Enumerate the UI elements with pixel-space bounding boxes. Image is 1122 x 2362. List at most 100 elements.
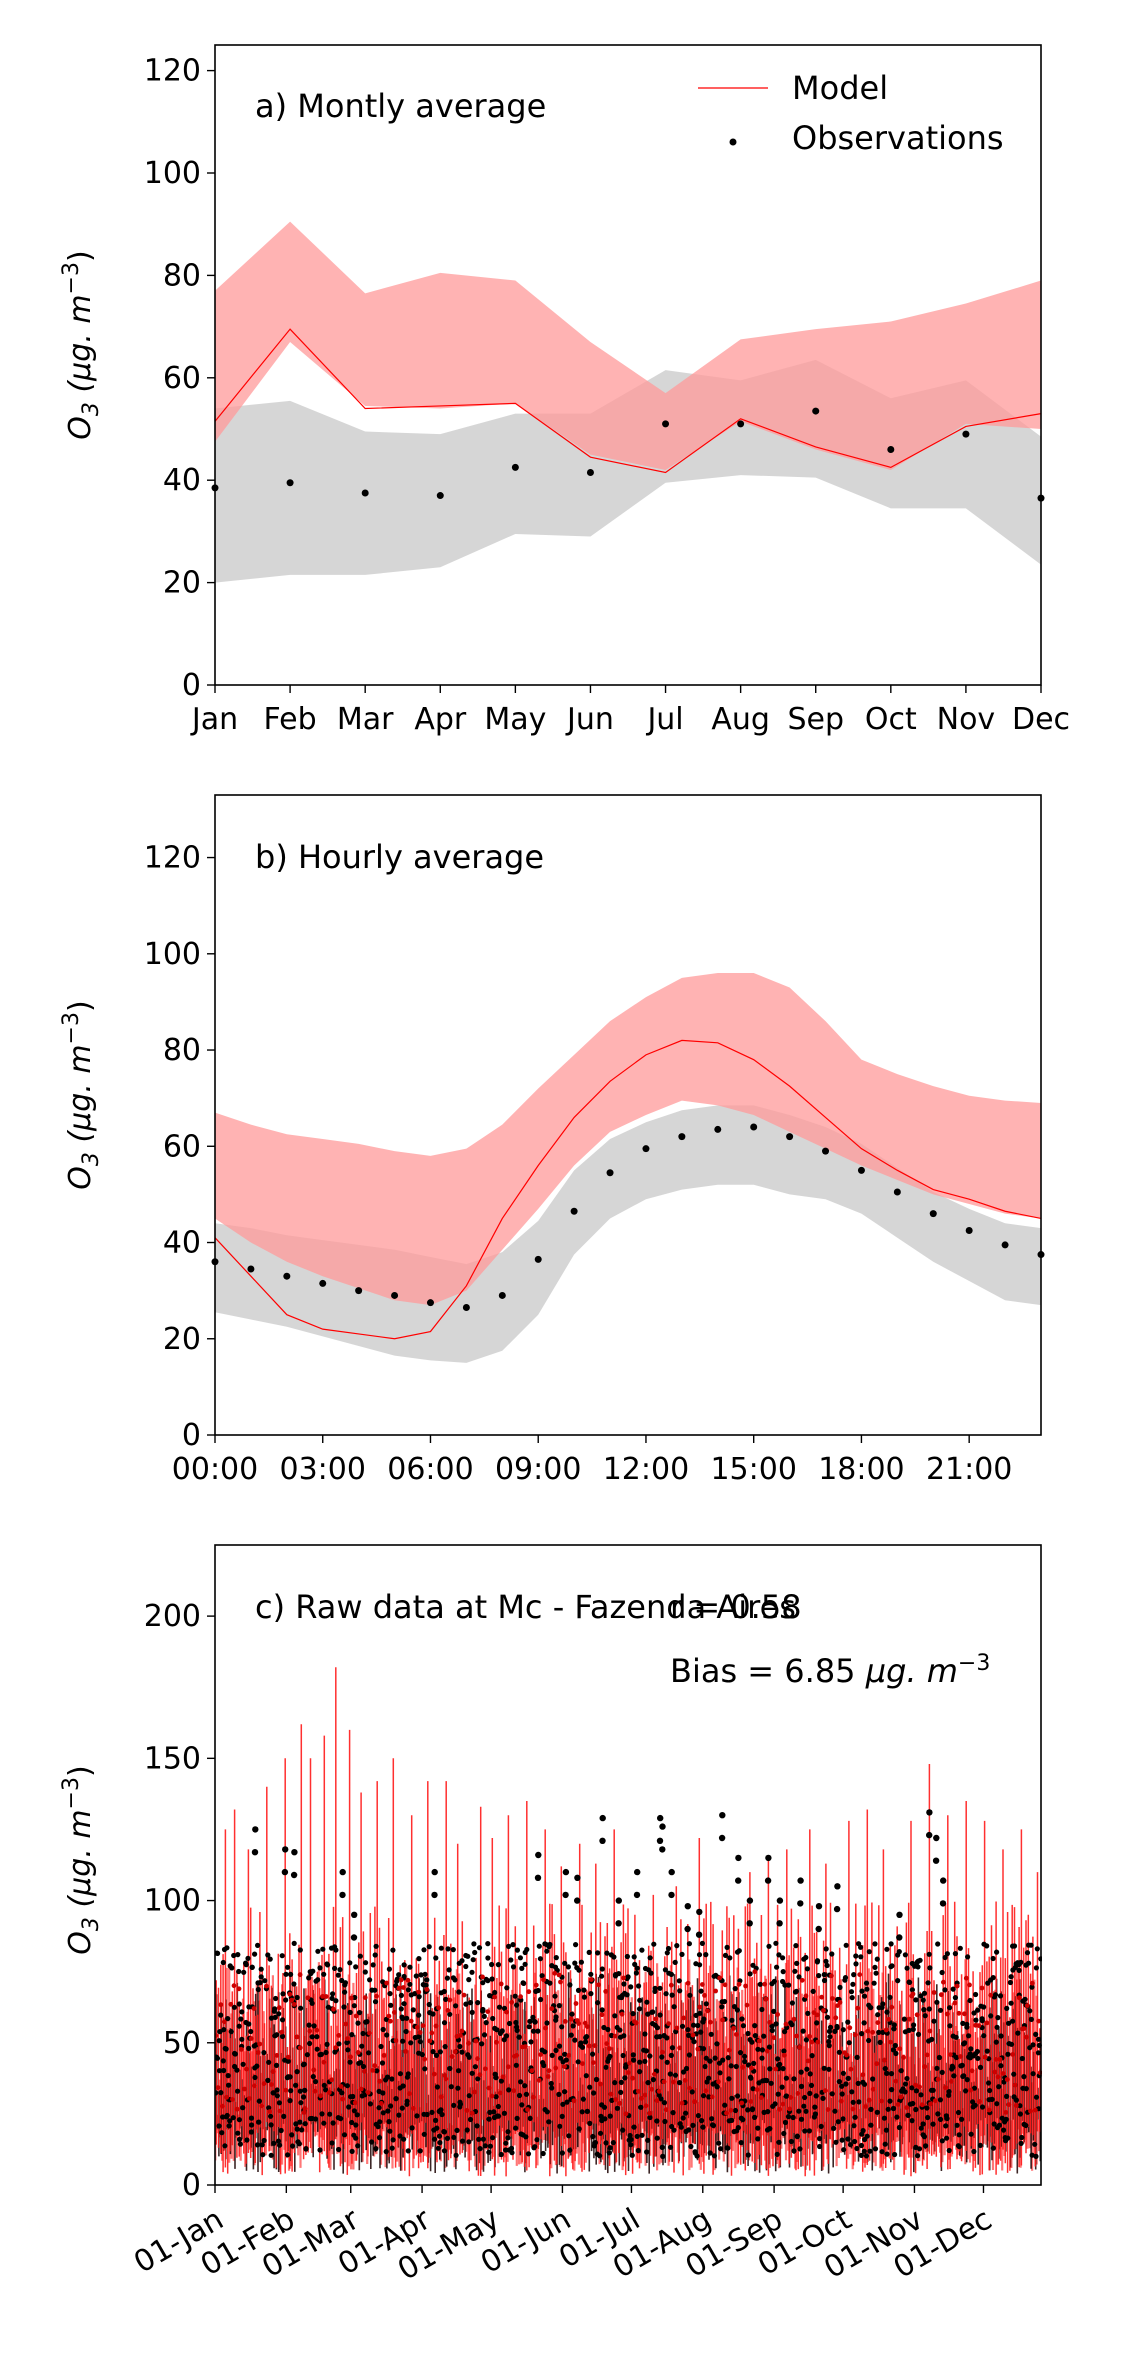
observation-point — [524, 1946, 530, 1953]
observation-point — [400, 2015, 406, 2022]
observation-point — [820, 2095, 826, 2101]
observation-point — [267, 1956, 273, 1962]
observation-point — [630, 2011, 636, 2017]
model-point — [329, 2077, 335, 2083]
model-point — [651, 2071, 657, 2077]
model-point — [917, 2084, 922, 2090]
x-tick-label: 09:00 — [495, 1452, 581, 1487]
model-series-line — [214, 328, 1042, 474]
observation-point — [801, 2103, 807, 2109]
model-point — [627, 2060, 632, 2066]
observation-point — [586, 469, 594, 477]
observation-point — [1027, 2008, 1033, 2014]
observation-point — [650, 2077, 657, 2083]
observation-point — [579, 2109, 585, 2115]
observation-point — [788, 2138, 795, 2145]
observation-point — [642, 2058, 648, 2064]
observation-point — [956, 2132, 962, 2138]
observation-point — [588, 1991, 594, 1997]
observation-point — [329, 2140, 335, 2146]
model-point — [886, 2016, 892, 2022]
observation-point — [947, 2023, 953, 2029]
observation-point — [1008, 2000, 1014, 2006]
observation-point — [301, 2061, 307, 2067]
observation-point — [710, 2122, 717, 2129]
observation-point — [793, 1988, 800, 1994]
x-tick-label: Dec — [1012, 702, 1070, 737]
x-tick-label: Nov — [937, 702, 996, 737]
observation-point — [572, 1960, 578, 1966]
y-tick-label: 0 — [182, 2168, 201, 2203]
observation-point — [341, 2132, 348, 2138]
observation-point — [712, 2055, 718, 2061]
observation-point — [732, 2107, 739, 2114]
observation-point — [703, 2055, 709, 2061]
observation-point — [1001, 1241, 1009, 1249]
observation-point — [519, 2102, 525, 2108]
observation-point — [927, 1965, 933, 1971]
observation-point — [534, 2137, 540, 2143]
observation-point — [907, 1979, 913, 1985]
model-point — [922, 2064, 927, 2070]
observation-point — [217, 2029, 223, 2035]
observation-point — [350, 2093, 356, 2100]
observation-point — [357, 1953, 363, 1959]
observation-point — [669, 1992, 675, 1998]
observation-point — [761, 2033, 767, 2039]
observation-point — [232, 2050, 238, 2057]
observation-point — [720, 2057, 726, 2063]
observation-point — [696, 1952, 703, 1958]
model-point — [348, 2054, 353, 2060]
observation-point — [678, 1133, 686, 1141]
observation-point — [964, 2077, 970, 2083]
observation-point — [866, 2037, 872, 2044]
observation-point — [336, 2041, 342, 2047]
observation-point — [380, 2110, 386, 2116]
observation-point — [222, 2143, 228, 2149]
observation-point — [745, 2107, 751, 2113]
observation-point — [940, 1877, 947, 1884]
observation-point — [1023, 2122, 1029, 2129]
model-point — [255, 2050, 261, 2055]
observation-point — [631, 2057, 637, 2063]
observation-point — [304, 2052, 310, 2058]
model-point — [388, 2018, 393, 2024]
observation-point — [1022, 1996, 1028, 2002]
model-point — [757, 2038, 762, 2044]
observation-point — [398, 2006, 404, 2012]
observation-point — [396, 1972, 402, 1978]
model-point — [685, 1980, 691, 1986]
observation-point — [289, 2143, 296, 2149]
observation-point — [347, 2009, 353, 2015]
observation-point — [535, 1987, 541, 1994]
model-point — [692, 2099, 697, 2105]
model-point — [494, 2039, 499, 2045]
observation-point — [652, 1985, 658, 1991]
model-point — [995, 2074, 1001, 2080]
model-point — [393, 2038, 399, 2043]
observation-point — [296, 2141, 302, 2147]
model-point — [677, 2045, 682, 2051]
model-point — [386, 2013, 392, 2019]
model-point — [674, 2025, 680, 2031]
observation-point — [769, 2027, 775, 2034]
observation-point — [602, 2116, 608, 2122]
observation-point — [792, 1968, 798, 1974]
observation-point — [994, 2024, 1000, 2030]
observation-point — [562, 2051, 568, 2057]
model-point — [708, 2019, 713, 2025]
observation-point — [365, 2050, 372, 2056]
observation-point — [279, 2017, 286, 2023]
model-point — [932, 2098, 938, 2104]
observation-point — [544, 2020, 550, 2026]
observation-point — [599, 1837, 606, 1845]
model-point — [543, 2025, 548, 2031]
model-point — [695, 2046, 701, 2052]
observation-point — [466, 2093, 472, 2099]
x-tick-label: 12:00 — [603, 1452, 689, 1487]
model-point — [927, 2028, 933, 2034]
observation-point — [575, 1987, 582, 1993]
observation-point — [888, 2071, 895, 2077]
correlation-annotation: r = 0.58 — [670, 1588, 802, 1626]
y-tick-label: 0 — [182, 1418, 201, 1453]
